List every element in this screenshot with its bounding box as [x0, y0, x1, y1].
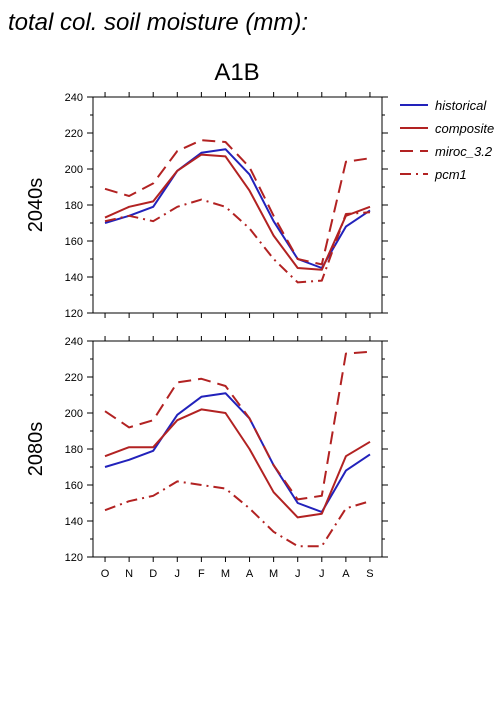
y-tick-label: 200: [65, 408, 83, 420]
series-line-miroc-3-2: [104, 350, 371, 501]
y-tick-label: 200: [65, 164, 83, 176]
series-line-composite: [104, 153, 371, 271]
x-tick-label: J: [175, 568, 181, 580]
legend-item: miroc_3.2: [400, 144, 493, 159]
y-tick-label: 240: [65, 336, 83, 348]
plot-frame: [92, 340, 383, 558]
y-tick-label: 220: [65, 372, 83, 384]
legend: historical composite miroc_3.2 pcm1: [400, 98, 494, 182]
series-line-pcm1: [104, 480, 371, 548]
x-tick-label: F: [198, 568, 205, 580]
legend-label: composite: [435, 121, 494, 136]
y-tick-label: 160: [65, 236, 83, 248]
y-tick-label: 180: [65, 444, 83, 456]
legend-label: miroc_3.2: [435, 144, 493, 159]
x-tick-label: O: [101, 568, 110, 580]
panel-2040s: 2040s 120 140 160 180 200 220 240: [25, 92, 388, 320]
series-line-miroc-3-2: [104, 139, 371, 266]
x-tick-label: M: [269, 568, 278, 580]
x-tick-label: J: [319, 568, 325, 580]
y-tick-label: 240: [65, 92, 83, 104]
y-tick-label: 120: [65, 308, 83, 320]
y-tick-label: 180: [65, 200, 83, 212]
panel-2080s: 2080s 120 140 160 180 200 220 240 O N D J F M A M J J A S: [25, 336, 388, 580]
legend-label: pcm1: [434, 167, 467, 182]
x-tick-label: N: [125, 568, 133, 580]
y-tick-label: 140: [65, 516, 83, 528]
figure-title: total col. soil moisture (mm):: [8, 9, 308, 36]
x-tick-label: D: [149, 568, 157, 580]
legend-label: historical: [435, 98, 487, 113]
series-line-pcm1: [104, 198, 371, 284]
y-tick-label: 140: [65, 272, 83, 284]
x-tick-label: A: [246, 568, 254, 580]
y-tick-label: 220: [65, 128, 83, 140]
scenario-title: A1B: [214, 59, 259, 86]
x-tick-label: J: [295, 568, 301, 580]
x-tick-label: M: [221, 568, 230, 580]
panel-ylabel: 2080s: [25, 422, 47, 477]
series-line-composite: [104, 408, 371, 519]
x-tick-label: S: [366, 568, 373, 580]
x-tick-label: A: [342, 568, 350, 580]
panel-ylabel: 2040s: [25, 178, 47, 233]
y-tick-label: 120: [65, 552, 83, 564]
legend-item: historical: [400, 98, 487, 113]
legend-item: composite: [400, 121, 494, 136]
legend-item: pcm1: [400, 167, 467, 182]
y-tick-label: 160: [65, 480, 83, 492]
